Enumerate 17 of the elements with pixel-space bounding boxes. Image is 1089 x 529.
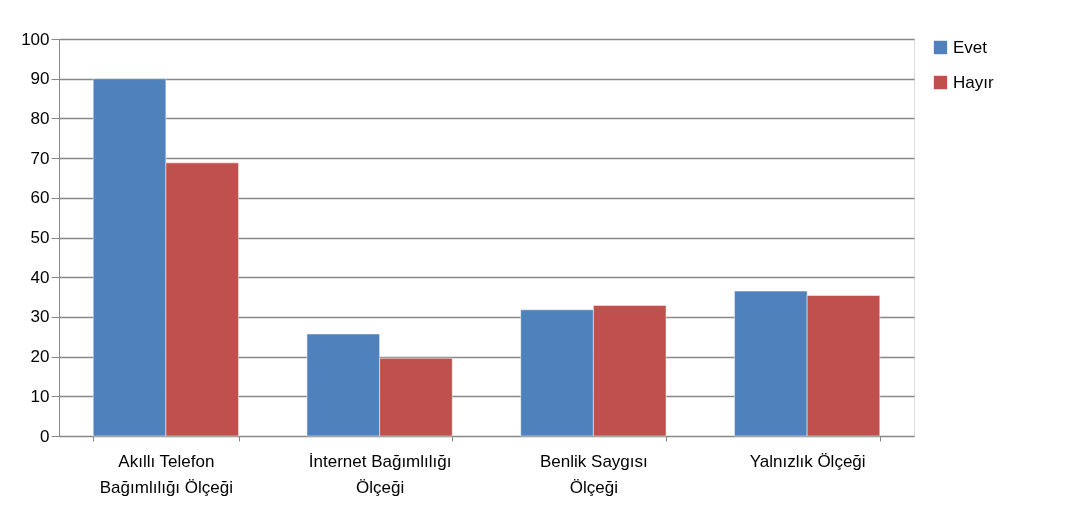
legend-label: Hayır — [953, 72, 994, 92]
y-tick-label: 90 — [30, 69, 50, 89]
y-tick-label: 0 — [40, 426, 50, 446]
x-tick-label: İnternet Bağımlılığı Ölçeği — [308, 451, 452, 497]
x-tick-label: Akıllı Telefon Bağımlılığı Ölçeği — [99, 451, 233, 497]
y-tick-label: 100 — [21, 29, 50, 49]
y-tick-label: 20 — [30, 347, 50, 367]
y-tick-label: 30 — [30, 307, 50, 327]
legend-label: Evet — [953, 37, 988, 57]
y-tick-label: 10 — [30, 386, 50, 406]
y-tick-label: 70 — [30, 148, 50, 168]
y-tick-label: 40 — [30, 267, 50, 287]
x-tick-label: Benlik Saygısı Ölçeği — [540, 451, 648, 497]
y-tick-label: 50 — [30, 228, 50, 247]
y-tick-label: 60 — [30, 188, 50, 208]
x-tick-label: Yalnızlık Ölçeği — [749, 451, 866, 471]
y-tick-label: 80 — [30, 108, 50, 128]
